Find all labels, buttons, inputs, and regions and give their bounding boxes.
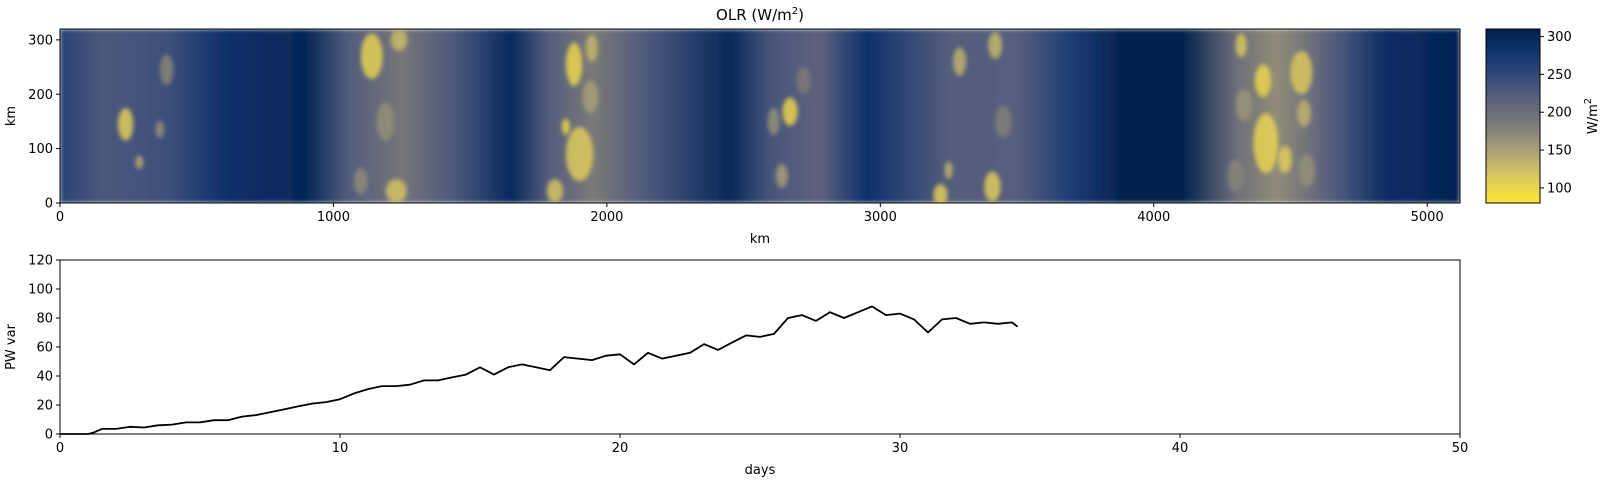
convective-cell <box>1278 145 1292 174</box>
pw-y-tick-label: 40 <box>36 370 53 385</box>
convective-cell <box>1298 154 1316 187</box>
olr-x-tick-label: 4000 <box>1137 210 1170 225</box>
olr-y-tick-label: 0 <box>45 197 53 212</box>
pw-y-ticks: 0 20 40 60 80 100 120 <box>28 254 60 443</box>
convective-cell <box>582 80 599 114</box>
convective-cell <box>953 47 967 76</box>
olr-title-main: OLR (W/m <box>716 6 792 24</box>
convective-cell <box>360 33 383 80</box>
olr-x-tick-label: 3000 <box>864 210 897 225</box>
pw-x-tick-label: 30 <box>892 441 909 456</box>
olr-x-ticks: 0 1000 2000 3000 4000 5000 <box>56 203 1444 225</box>
pw-x-ticks: 0 10 20 30 40 50 <box>56 434 1468 456</box>
olr-title-sup: 2 <box>792 6 798 17</box>
convective-cell <box>1297 99 1311 127</box>
convective-cell <box>565 126 594 182</box>
convective-cell <box>767 107 780 136</box>
convective-cell <box>353 167 368 195</box>
convective-cell <box>561 118 570 136</box>
convective-cell <box>1254 64 1272 97</box>
olr-field <box>60 29 1460 203</box>
olr-y-axis-label: km <box>4 106 19 126</box>
olr-x-tick-label: 0 <box>56 210 64 225</box>
convective-cell <box>565 42 583 87</box>
pw-x-tick-label: 40 <box>1172 441 1189 456</box>
olr-y-tick-label: 200 <box>28 88 53 103</box>
pw-y-tick-label: 20 <box>36 399 53 414</box>
pw-y-tick-label: 60 <box>36 341 53 356</box>
convective-cell <box>1253 113 1279 174</box>
convective-cell <box>155 120 165 139</box>
colorbar-ticks: 100 150 200 250 300 <box>1540 30 1572 196</box>
olr-plot-frame <box>59 28 1461 204</box>
convective-cell <box>944 161 953 180</box>
olr-y-tick-label: 300 <box>28 33 53 48</box>
convective-cell <box>984 171 1001 202</box>
pw-y-tick-label: 80 <box>36 312 53 327</box>
olr-title-end: ) <box>798 6 804 24</box>
colorbar-tick-label: 300 <box>1547 30 1572 45</box>
convective-cell <box>585 34 598 62</box>
convective-cell <box>1235 88 1253 122</box>
convective-cell <box>775 163 788 188</box>
pw-y-tick-label: 0 <box>45 428 53 443</box>
colorbar-label: W/m2 <box>1583 98 1600 134</box>
convective-cell <box>995 105 1012 138</box>
convective-cell <box>1227 159 1244 193</box>
colorbar-tick-label: 250 <box>1547 68 1572 83</box>
pw-x-tick-label: 0 <box>56 441 64 456</box>
pw-var-panel: 0 10 20 30 40 50 0 20 40 60 80 100 120 days PW var <box>4 254 1468 479</box>
colorbar-label-sup: 2 <box>1583 98 1594 104</box>
olr-x-tick-label: 1000 <box>317 210 350 225</box>
pw-var-line <box>60 305 1019 435</box>
olr-x-tick-label: 2000 <box>590 210 623 225</box>
convective-cell <box>117 107 134 141</box>
convective-cell <box>988 31 1002 59</box>
pw-x-axis-label: days <box>745 463 776 478</box>
convective-cell <box>390 29 408 51</box>
colorbar <box>1485 28 1541 204</box>
pw-y-tick-label: 120 <box>28 254 53 269</box>
olr-heatmap-panel: OLR (W/m2) 0 1000 2000 3000 4000 5000 0100200… <box>4 6 1600 247</box>
colorbar-tick-label: 200 <box>1547 106 1572 121</box>
olr-background-field <box>60 29 1460 203</box>
pw-x-tick-label: 50 <box>1452 441 1469 456</box>
pw-y-tick-label: 100 <box>28 283 53 298</box>
pw-x-tick-label: 20 <box>612 441 629 456</box>
pw-y-axis-label: PW var <box>4 323 19 369</box>
olr-x-tick-label: 5000 <box>1411 210 1444 225</box>
olr-y-ticks: 0 100 200 300 <box>28 33 60 212</box>
convective-cell <box>1235 33 1247 58</box>
convective-cell <box>135 155 144 169</box>
convective-cell <box>546 179 564 203</box>
convective-cell <box>385 179 407 203</box>
pw-x-tick-label: 10 <box>332 441 349 456</box>
colorbar-tick-label: 100 <box>1547 181 1572 196</box>
convective-cell <box>782 97 798 126</box>
colorbar-label-main: W/m <box>1586 104 1600 134</box>
olr-title: OLR (W/m2) <box>716 6 804 24</box>
olr-x-axis-label: km <box>750 232 770 247</box>
convective-cell <box>796 66 811 95</box>
convective-cell <box>376 102 395 141</box>
pw-plot-frame <box>59 259 1461 435</box>
convective-cell <box>1290 50 1313 95</box>
colorbar-tick-label: 150 <box>1547 144 1572 159</box>
olr-convective-cells <box>117 29 1316 203</box>
convective-cell <box>159 54 174 86</box>
convective-cell <box>933 183 948 203</box>
olr-y-tick-label: 100 <box>28 142 53 157</box>
